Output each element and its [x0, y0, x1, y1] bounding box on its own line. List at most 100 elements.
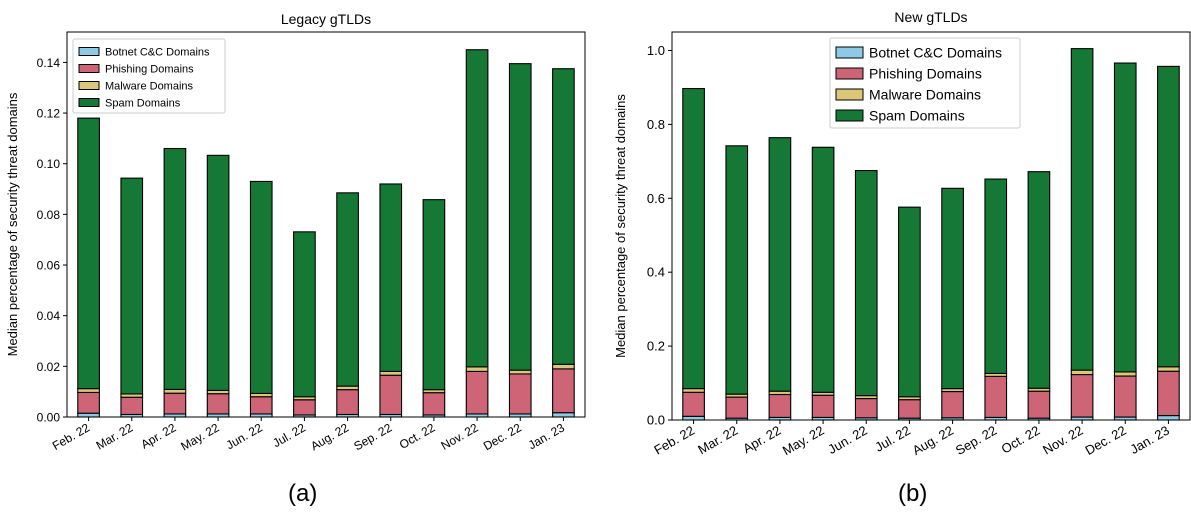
bar-segment — [682, 388, 705, 393]
x-tick-label: Mar. 22 — [695, 423, 740, 458]
bar-segment — [508, 373, 532, 415]
y-axis-label: Median percentage of security threat dom… — [613, 94, 628, 358]
x-tick-label: Nov. 22 — [439, 420, 481, 453]
plot-frame — [671, 31, 1191, 421]
bar-segment — [1113, 375, 1137, 418]
x-tick-label: Nov. 22 — [1040, 423, 1085, 458]
bar-segment — [1070, 373, 1094, 418]
x-tick-label: Oct. 22 — [397, 420, 438, 452]
bar-segment — [465, 366, 489, 372]
chart-title: Legacy gTLDs — [281, 11, 371, 27]
bar-segment — [811, 394, 835, 418]
x-tick-label: Oct. 22 — [999, 423, 1043, 457]
chart-title: New gTLDs — [894, 9, 967, 25]
legend: Botnet C&C Domains Phishing Domains Malwar… — [829, 37, 1021, 129]
caption-a: (a) — [288, 480, 318, 507]
bar-segment — [379, 183, 403, 372]
y-tick-label: 0.14 — [37, 56, 61, 70]
bar-segment — [552, 68, 575, 365]
y-tick-label: 0.04 — [37, 309, 61, 323]
chart-legacy-gtlds: Legacy gTLDs Median percentage of securit… — [5, 11, 586, 453]
bar-segment — [941, 187, 964, 390]
x-tick-label: Jun. 22 — [224, 420, 265, 452]
legend-label: Malware Domains — [869, 87, 981, 103]
legend-swatch — [835, 46, 864, 59]
bar-segment — [1157, 415, 1180, 421]
bar-segment — [898, 399, 921, 419]
x-tick-label: Dec. 22 — [1082, 423, 1128, 458]
x-tick-label: Jul. 22 — [270, 420, 308, 450]
y-tick-label: 0.10 — [37, 157, 61, 171]
bar-segment — [725, 145, 749, 395]
x-tick-label: Apr. 22 — [138, 420, 178, 451]
bar-segment — [1070, 369, 1094, 376]
y-tick-label: 0.6 — [647, 191, 665, 206]
figure: Legacy gTLDs Median percentage of securit… — [5, 9, 1191, 459]
bar-segment — [379, 370, 403, 376]
bar-segment — [941, 390, 964, 419]
bar-segment — [508, 63, 532, 371]
bar-segment — [163, 147, 187, 390]
bar-segment — [552, 368, 575, 414]
caption-b: (b) — [898, 480, 928, 507]
legend-swatch — [835, 88, 864, 101]
y-axis-label: Median percentage of security threat dom… — [5, 92, 20, 356]
x-tick-label: Jan. 23 — [526, 420, 567, 452]
bar-segment — [1027, 390, 1051, 419]
y-tick-label: 0.12 — [37, 107, 61, 121]
bar-segment — [206, 154, 230, 391]
legend-label: Phishing Domains — [869, 66, 982, 82]
legend-label: Spam Domains — [105, 97, 181, 109]
bar-segment — [682, 415, 705, 421]
bar-segment — [768, 137, 792, 392]
bar-segment — [422, 199, 446, 391]
legend-label: Botnet C&C Domains — [869, 45, 1002, 61]
bar-segment — [465, 49, 489, 368]
bar-segment — [77, 388, 100, 393]
bar-segment — [336, 389, 359, 416]
bar-segment — [854, 170, 878, 397]
bar-segment — [508, 369, 532, 375]
x-tick-label: Aug. 22 — [910, 423, 956, 458]
x-tick-label: Sep. 22 — [351, 420, 394, 453]
x-tick-label: Feb. 22 — [50, 420, 93, 453]
x-tick-label: May. 22 — [780, 423, 827, 459]
bar-segment — [1113, 371, 1137, 377]
bar-segment — [206, 393, 230, 415]
bar-segment — [120, 396, 144, 416]
bar-segment — [249, 180, 273, 394]
bar-segment — [163, 392, 187, 415]
bar-segment — [552, 412, 575, 418]
x-tick-label: Jun. 22 — [825, 423, 869, 457]
y-tick-label: 0.8 — [647, 117, 665, 132]
x-tick-label: Jul. 22 — [872, 423, 913, 455]
x-tick-label: Apr. 22 — [740, 423, 783, 457]
x-tick-label: Mar. 22 — [94, 420, 136, 452]
bar-segment — [984, 375, 1008, 418]
bar-segment — [1157, 366, 1180, 372]
bar-segment — [293, 231, 316, 398]
bar-segment — [1157, 65, 1180, 368]
bar-segment — [422, 392, 446, 416]
legend-label: Malware Domains — [105, 80, 194, 92]
bar-segment — [725, 396, 749, 419]
bar-segment — [1027, 171, 1051, 389]
bar-segment — [77, 391, 100, 414]
legend-box — [72, 38, 226, 114]
x-tick-label: Jan. 23 — [1127, 423, 1171, 457]
x-tick-label: Sep. 22 — [953, 423, 999, 458]
x-tick-label: Feb. 22 — [651, 423, 697, 458]
legend-box — [829, 37, 1021, 129]
bar-segment — [854, 398, 878, 419]
legend-swatch — [78, 98, 100, 107]
bar-segment — [163, 388, 187, 394]
y-tick-label: 0.0 — [647, 413, 665, 428]
bar-segment — [336, 192, 359, 387]
legend-label: Botnet C&C Domains — [105, 46, 210, 58]
bar-segment — [552, 363, 575, 370]
bar-segment — [811, 146, 835, 393]
bar-segment — [77, 117, 100, 390]
y-tick-label: 1.0 — [647, 43, 665, 58]
bar-segment — [898, 206, 921, 398]
y-tick-label: 0.02 — [37, 360, 61, 374]
